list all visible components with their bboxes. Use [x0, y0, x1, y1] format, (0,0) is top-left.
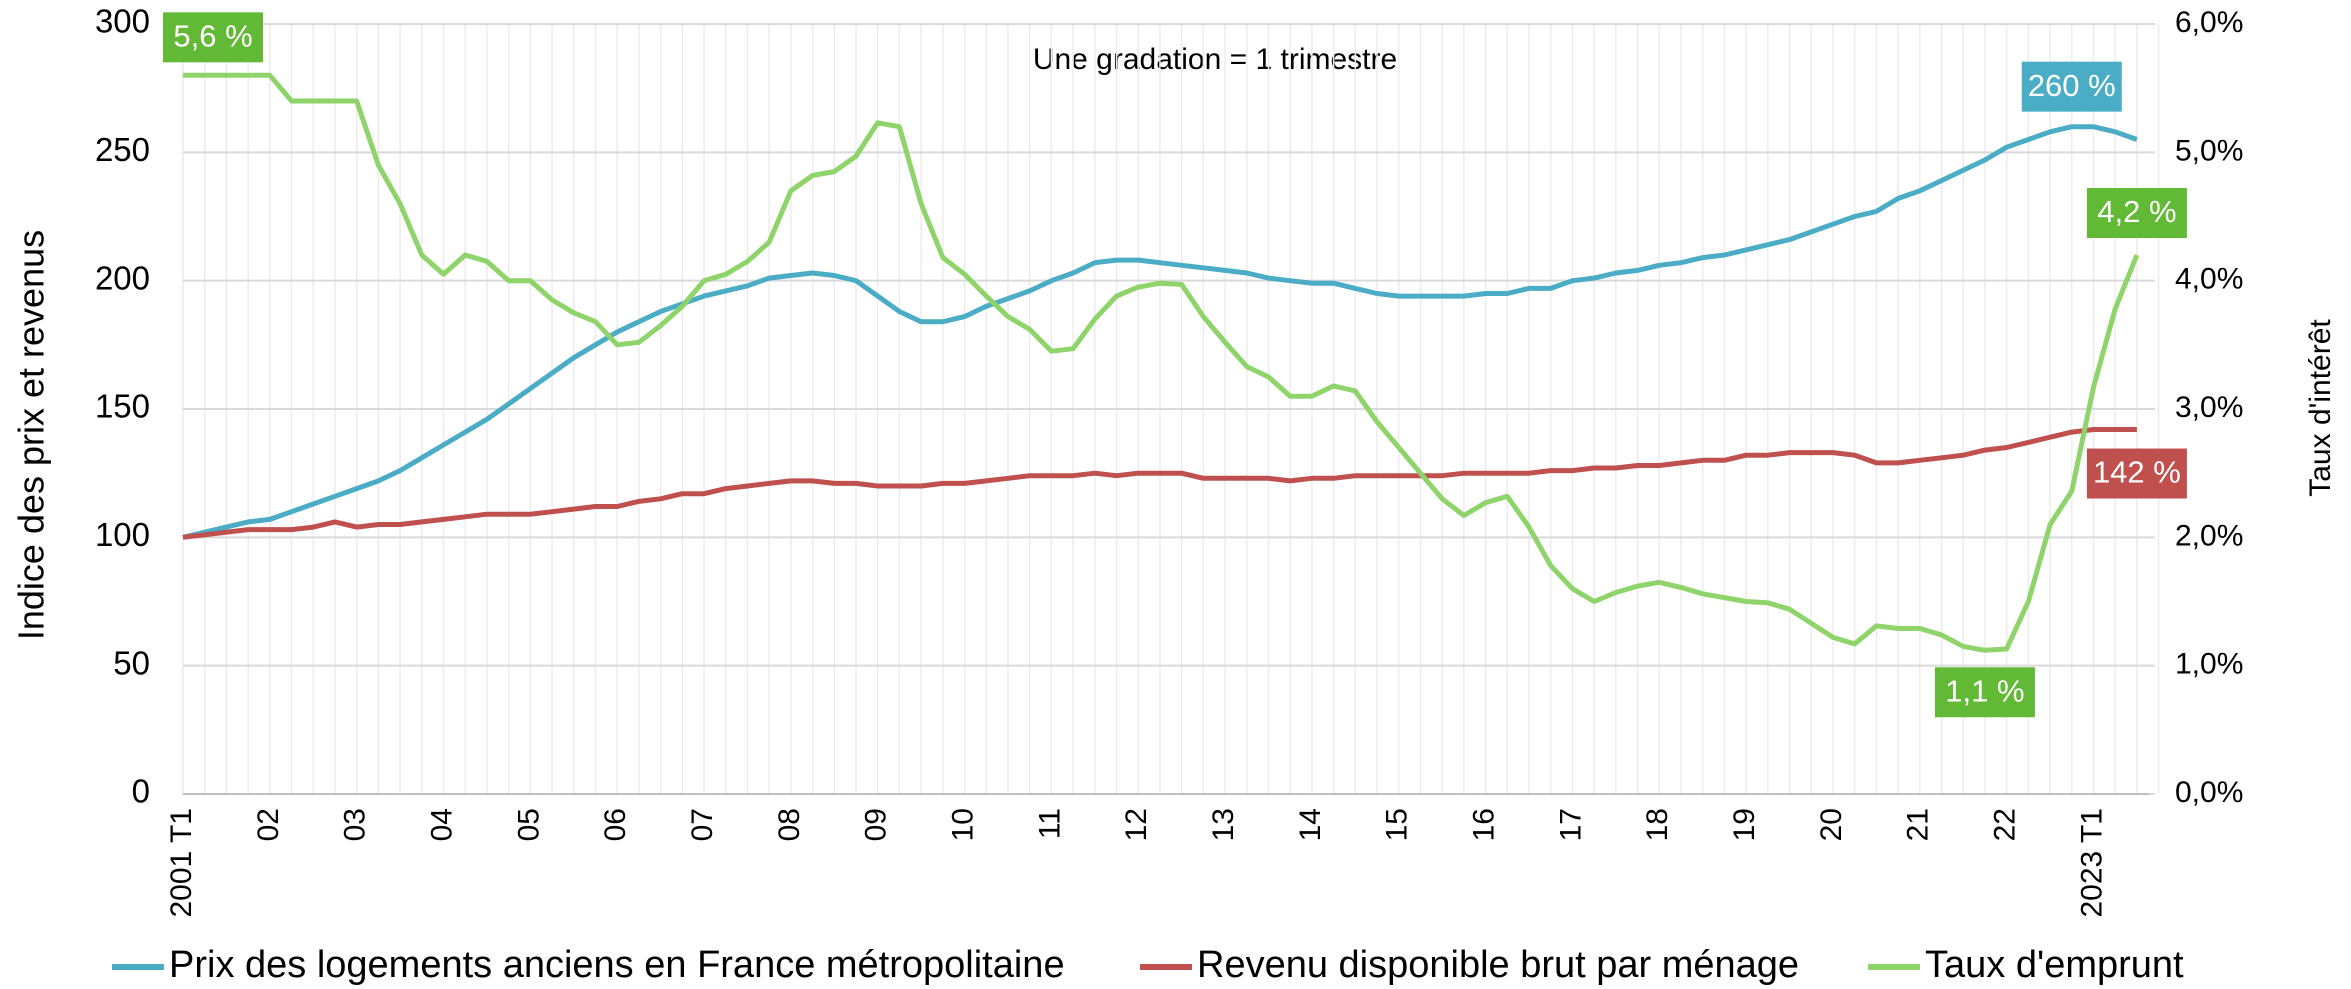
x-tick-label: 09	[860, 808, 893, 841]
y2-axis-label: Taux d'intérêt	[2304, 319, 2337, 497]
x-tick-label: 22	[1989, 808, 2022, 841]
x-tick-label: 13	[1207, 808, 1240, 841]
y2-tick-label: 3,0%	[2175, 391, 2243, 424]
x-tick-label: 16	[1468, 808, 1501, 841]
series-line	[182, 427, 2137, 540]
y2-tick-label: 1,0%	[2175, 648, 2243, 681]
value-label: 1,1 %	[1945, 673, 2024, 708]
value-label: 5,6 %	[173, 19, 252, 54]
x-tick-label: 11	[1033, 808, 1066, 839]
y-tick-label: 100	[95, 516, 150, 553]
y2-tick-label: 2,0%	[2175, 519, 2243, 552]
legend-label: Prix des logements anciens en France mét…	[169, 944, 1065, 986]
x-tick-label: 08	[773, 808, 806, 841]
x-tick-label: 20	[1815, 808, 1848, 841]
y-tick-label: 50	[113, 644, 150, 681]
series-line	[183, 72, 2140, 653]
y-tick-label: 150	[95, 388, 150, 425]
value-label: 260 %	[2028, 68, 2116, 103]
x-tick-label: 21	[1902, 808, 1935, 841]
legend-label: Taux d'emprunt	[1925, 944, 2184, 986]
x-tick-label: 12	[1120, 808, 1153, 841]
y2-tick-label: 0,0%	[2175, 776, 2243, 809]
x-tick-label: 19	[1728, 808, 1761, 841]
y-tick-label: 250	[95, 131, 150, 168]
y-axis-label: Indice des prix et revenus	[11, 230, 52, 640]
x-tick-label: 17	[1554, 808, 1587, 841]
x-tick-label: 04	[425, 808, 458, 841]
x-tick-label: 03	[339, 808, 372, 841]
x-tick-label: 06	[599, 808, 632, 841]
value-label-box	[1934, 667, 2035, 718]
x-tick-label: 2023 T1	[2075, 808, 2108, 918]
value-label: 4,2 %	[2097, 194, 2176, 229]
value-label-box	[2086, 188, 2187, 238]
value-label-box	[163, 12, 263, 63]
x-tick-label: 2001 T1	[165, 808, 198, 918]
x-tick-label: 10	[946, 808, 979, 841]
x-tick-label: 02	[252, 808, 285, 841]
y-tick-label: 0	[132, 773, 150, 810]
y2-tick-label: 5,0%	[2175, 134, 2243, 167]
x-tick-label: 18	[1641, 808, 1674, 841]
x-tick-label: 05	[512, 808, 545, 841]
x-tick-label: 14	[1294, 808, 1327, 841]
value-label-box	[2021, 61, 2122, 112]
value-label-box	[2086, 448, 2187, 499]
y2-tick-label: 4,0%	[2175, 263, 2243, 296]
y2-tick-label: 6,0%	[2175, 6, 2243, 39]
x-tick-label: 07	[686, 808, 719, 841]
legend-label: Revenu disponible brut par ménage	[1197, 944, 1799, 986]
series-line	[182, 124, 2138, 540]
annotation: Une gradation = 1 trimestre	[1033, 43, 1397, 76]
y-tick-label: 200	[95, 259, 150, 296]
value-label: 142 %	[2093, 455, 2181, 490]
x-tick-label: 15	[1381, 808, 1414, 841]
y-tick-label: 300	[95, 3, 150, 40]
